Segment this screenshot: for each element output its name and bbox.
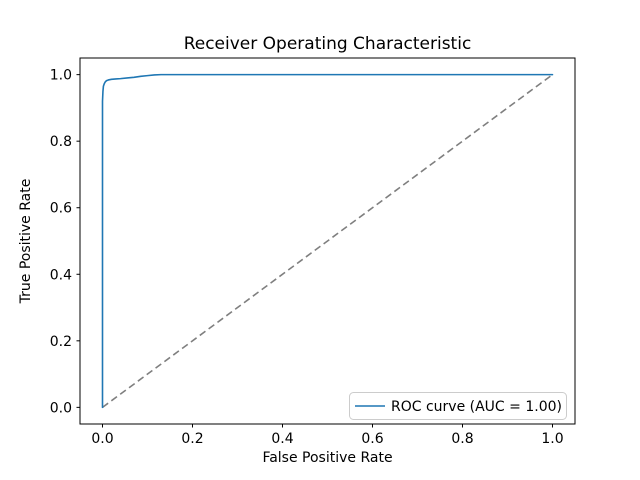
x-tick-label: 0.6: [361, 431, 383, 447]
legend: ROC curve (AUC = 1.00): [349, 392, 567, 420]
chance-diagonal-line: [102, 73, 553, 409]
x-axis-label: False Positive Rate: [262, 450, 392, 466]
x-tick-label: 0.4: [271, 431, 293, 447]
x-tick-label: 1.0: [541, 431, 563, 447]
y-axis-label: True Positive Rate: [18, 179, 34, 305]
y-tick-label: 0.8: [50, 134, 72, 150]
legend-box: [349, 392, 567, 420]
chart-title: Receiver Operating Characteristic: [184, 34, 472, 54]
legend-entry-label: ROC curve (AUC = 1.00): [391, 399, 562, 415]
y-tick-label: 1.0: [50, 68, 72, 84]
x-tick-label: 0.2: [181, 431, 203, 447]
x-axis-ticks: 0.0 0.2 0.4 0.6 0.8 1.0: [91, 424, 564, 447]
x-tick-label: 0.0: [91, 431, 113, 447]
x-tick-label: 0.8: [451, 431, 473, 447]
y-tick-label: 0.4: [50, 267, 72, 283]
roc-curve-line: [101, 73, 554, 409]
y-tick-label: 0.0: [50, 400, 72, 416]
y-tick-label: 0.6: [50, 201, 72, 217]
y-axis-ticks: 0.0 0.2 0.4 0.6 0.8 1.0: [50, 68, 80, 416]
plot-border: [79, 57, 576, 425]
y-tick-label: 0.2: [50, 334, 72, 350]
